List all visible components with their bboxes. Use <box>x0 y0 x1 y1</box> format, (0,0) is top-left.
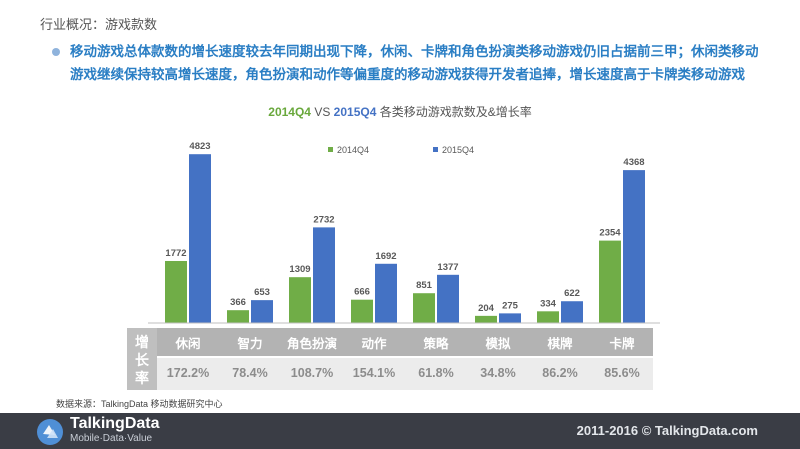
category-cell-5: 模拟 <box>485 337 511 351</box>
growth-label-char-1: 长 <box>135 352 149 368</box>
legend-label-1: 2015Q4 <box>442 145 474 155</box>
data-label-2014Q4-5: 204 <box>478 303 495 314</box>
bar-chart: 1772 4823 366 653 1309 2732 666 1692 851 1377 204 2… <box>148 141 660 324</box>
category-cell-4: 策略 <box>423 337 449 351</box>
growth-label-char-0: 增 <box>135 334 149 350</box>
growth-rate-cell-4: 61.8% <box>418 366 454 380</box>
chart-title-suffix: 各类移动游戏款数及&增长率 <box>376 105 532 119</box>
data-label-2014Q4-0: 1772 <box>165 248 186 259</box>
growth-rate-cell-5: 34.8% <box>480 366 516 380</box>
bar-2014Q4-5 <box>475 315 497 323</box>
category-cell-2: 角色扮演 <box>286 337 337 351</box>
bar-2014Q4-7 <box>599 240 621 323</box>
data-label-2014Q4-1: 366 <box>230 297 246 308</box>
data-label-2014Q4-2: 1309 <box>289 264 310 275</box>
bar-2015Q4-2 <box>313 227 335 323</box>
bar-2014Q4-4 <box>413 293 435 323</box>
growth-rate-cell-1: 78.4% <box>232 366 268 380</box>
growth-rate-cell-0: 172.2% <box>166 366 210 380</box>
bar-2015Q4-7 <box>623 170 645 323</box>
data-label-2015Q4-2: 2732 <box>313 214 334 225</box>
data-label-2015Q4-3: 1692 <box>375 251 396 262</box>
growth-rate-cell-2: 108.7% <box>290 366 334 380</box>
brand-tagline: Mobile·Data·Value <box>70 433 153 444</box>
chart-title-year-a: 2014Q4 <box>268 105 311 119</box>
category-cell-6: 棋牌 <box>547 337 573 351</box>
breadcrumb: 行业概况：游戏款数 <box>40 17 158 32</box>
headline: 移动游戏总体款数的增长速度较去年同期出现下降，休闲、卡牌和角色扮演类移动游戏仍旧… <box>70 44 759 82</box>
bar-2015Q4-1 <box>251 300 273 323</box>
data-label-2015Q4-6: 622 <box>564 288 580 299</box>
bar-2014Q4-0 <box>165 260 187 323</box>
category-cell-0: 休闲 <box>175 337 201 351</box>
growth-rate-header: 增长率 <box>127 328 157 390</box>
data-label-2015Q4-7: 4368 <box>623 157 644 168</box>
bar-2015Q4-5 <box>499 313 521 323</box>
bar-2015Q4-4 <box>437 274 459 323</box>
data-source: 数据来源：TalkingData 移动数据研究中心 <box>56 399 223 409</box>
bar-2015Q4-0 <box>189 154 211 323</box>
chart-title: 2014Q4 VS 2015Q4 各类移动游戏款数及&增长率 <box>0 103 800 120</box>
data-label-2014Q4-3: 666 <box>354 287 370 298</box>
data-label-2014Q4-6: 334 <box>540 298 557 309</box>
chart-title-year-b: 2015Q4 <box>333 105 377 119</box>
category-cell-1: 智力 <box>237 337 263 351</box>
bar-2014Q4-1 <box>227 310 249 323</box>
footer-bar <box>0 413 800 449</box>
data-label-2015Q4-4: 1377 <box>437 262 458 273</box>
category-cell-7: 卡牌 <box>609 337 635 351</box>
growth-rate-strip <box>157 358 653 390</box>
brand-name: TalkingData <box>70 415 160 432</box>
chart-title-vs: VS <box>310 105 334 119</box>
data-label-2014Q4-4: 851 <box>416 280 433 291</box>
growth-rate-cell-7: 85.6% <box>604 366 640 380</box>
bullet-dot <box>52 48 60 56</box>
growth-rate-cell-3: 154.1% <box>352 366 396 380</box>
data-label-2015Q4-5: 275 <box>502 300 519 311</box>
bar-2014Q4-6 <box>537 311 559 323</box>
category-strip <box>157 328 653 356</box>
legend-label-0: 2014Q4 <box>337 145 369 155</box>
data-label-2014Q4-7: 2354 <box>599 228 621 239</box>
data-label-2015Q4-1: 653 <box>254 287 270 298</box>
talkingdata-logo-icon <box>37 419 63 445</box>
growth-rate-cell-6: 86.2% <box>542 366 578 380</box>
data-label-2015Q4-0: 4823 <box>189 141 210 152</box>
bar-2014Q4-3 <box>351 299 373 323</box>
legend-swatch-0 <box>328 147 333 152</box>
bar-2015Q4-6 <box>561 301 583 323</box>
copyright: 2011-2016 © TalkingData.com <box>576 423 758 438</box>
legend-swatch-1 <box>433 147 438 152</box>
bar-2015Q4-3 <box>375 263 397 323</box>
bar-2014Q4-2 <box>289 277 311 323</box>
category-cell-3: 动作 <box>361 337 387 351</box>
growth-label-char-2: 率 <box>135 370 149 386</box>
